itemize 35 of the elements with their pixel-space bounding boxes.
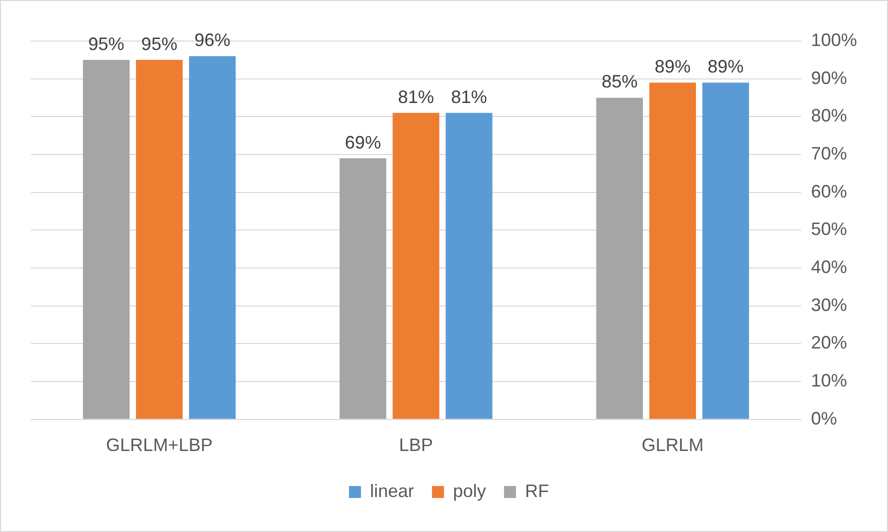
data-label: 95% [141,34,178,54]
x-tick-label: LBP [398,435,433,456]
data-label: 69% [344,132,381,152]
y2-tick-label: 60% [810,181,847,202]
y2-tick-label: 80% [810,106,847,126]
x-tick-label: GLRLM+LBP [106,435,213,456]
y2-tick-label: 20% [810,332,847,353]
y2-tick-label: 30% [810,294,847,315]
y2-tick-label: 90% [810,68,847,88]
bar [392,112,440,419]
data-label: 81% [451,86,488,107]
bar [82,60,130,419]
data-label: 89% [708,56,744,77]
bar [189,56,236,419]
data-label: 89% [654,56,691,77]
y2-tick-label: 0% [810,408,837,428]
y2-tick-label: 50% [810,219,847,240]
data-label: 85% [602,72,638,92]
x-tick-label: GLRLM [642,435,704,456]
legend-label: poly [453,480,486,501]
y2-tick-label: 40% [810,257,847,278]
bar [340,158,386,419]
y2-tick-label: 100% [810,30,858,50]
bar [596,98,643,419]
data-label: 96% [194,30,230,50]
bar [446,112,492,419]
y2-tick-label: 70% [810,143,847,164]
data-label: 81% [398,86,434,107]
bar [702,82,750,419]
y2-tick-label: 10% [810,370,847,391]
data-label: 95% [88,34,124,54]
legend-label: linear [370,480,414,501]
bar [649,82,696,419]
bar [136,60,183,419]
legend-label: RF [525,480,550,501]
